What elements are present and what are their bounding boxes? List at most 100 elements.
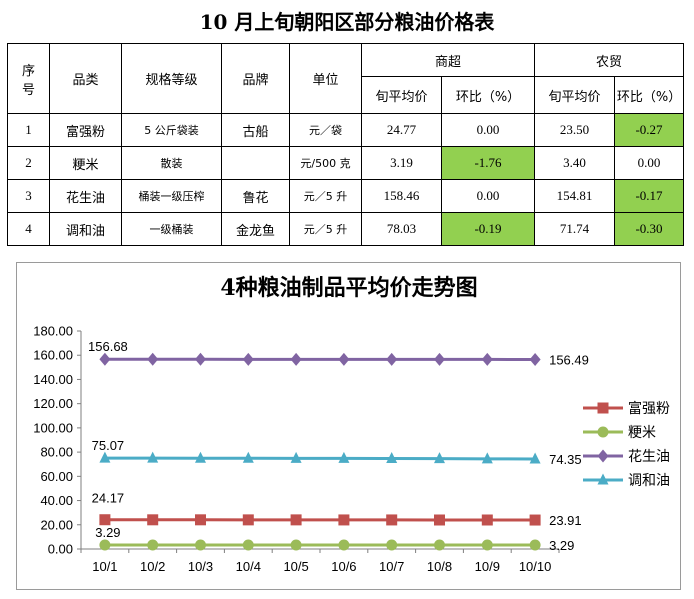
row-sm-change: -1.76 — [440, 146, 536, 180]
data-label: 156.49 — [549, 352, 589, 367]
data-label: 24.17 — [92, 491, 125, 506]
data-point — [529, 352, 541, 366]
row-index: 1 — [7, 113, 50, 147]
header-market: 农贸 — [534, 43, 685, 77]
data-point — [386, 514, 398, 526]
y-tick-label: 120.00 — [33, 396, 73, 411]
row-unit: 元/500 克 — [289, 146, 362, 180]
data-point — [386, 539, 398, 551]
row-unit: 元／5 升 — [289, 179, 362, 213]
x-tick-label: 10/10 — [519, 559, 552, 574]
data-point — [242, 539, 254, 551]
header-index: 序号 — [7, 43, 50, 114]
data-point — [434, 452, 445, 464]
data-point — [290, 451, 302, 463]
row-mk-price: 71.74 — [534, 212, 616, 246]
legend-marker — [597, 402, 609, 414]
x-tick-label: 10/8 — [427, 559, 452, 574]
header-sm-avg-price: 旬平均价 — [361, 76, 442, 114]
row-spec: 一级桶装 — [121, 212, 222, 246]
chart-title: 4种粮油制品平均价走势图 — [220, 275, 477, 301]
data-point — [386, 452, 398, 464]
data-label: 75.07 — [92, 438, 125, 453]
data-point — [99, 352, 111, 366]
data-point — [338, 451, 350, 463]
y-tick-label: 180.00 — [33, 324, 73, 339]
data-point — [99, 514, 111, 526]
row-product: 粳米 — [49, 146, 122, 180]
legend-marker — [597, 426, 609, 438]
data-point — [434, 352, 445, 366]
data-point — [99, 539, 111, 551]
chart-canvas: 4种粮油制品平均价走势图 0.00 20.00 40.00 60.00 80.00 100… — [33, 275, 670, 574]
x-tick-label: 10/4 — [236, 559, 261, 574]
legend-label: 调和油 — [628, 472, 670, 488]
data-point — [242, 514, 254, 526]
data-point — [434, 539, 445, 551]
x-tick-label: 10/6 — [331, 559, 356, 574]
row-spec: 散装 — [121, 146, 222, 180]
data-point — [147, 352, 159, 366]
legend-label: 粳米 — [628, 424, 656, 440]
row-index: 4 — [7, 212, 50, 246]
data-point — [195, 539, 206, 551]
row-unit: 元／袋 — [289, 113, 362, 147]
data-point — [99, 451, 111, 463]
data-label: 74.35 — [549, 452, 582, 467]
data-point — [147, 451, 159, 463]
x-tick-label: 10/1 — [92, 559, 117, 574]
data-label: 3.29 — [549, 538, 574, 553]
row-mk-change: -0.17 — [614, 179, 685, 213]
row-brand — [221, 146, 290, 180]
row-mk-change: 0.00 — [614, 146, 685, 180]
row-brand: 古船 — [221, 113, 290, 147]
y-tick-label: 20.00 — [40, 517, 73, 532]
row-product: 花生油 — [49, 179, 122, 213]
header-unit: 单位 — [289, 43, 362, 114]
header-supermarket: 商超 — [360, 43, 536, 77]
row-mk-change: -0.27 — [614, 113, 685, 147]
data-point — [290, 539, 302, 551]
data-point — [386, 352, 398, 366]
data-point — [338, 352, 350, 366]
data-point — [195, 352, 206, 366]
price-trend-chart: 4种粮油制品平均价走势图 0.00 20.00 40.00 60.00 80.00 100… — [16, 262, 681, 590]
y-tick-label: 40.00 — [40, 493, 73, 508]
row-mk-price: 23.50 — [534, 113, 616, 147]
data-point — [529, 514, 541, 526]
x-tick-label: 10/7 — [379, 559, 404, 574]
x-tick-label: 10/5 — [283, 559, 308, 574]
y-tick-label: 160.00 — [33, 348, 73, 363]
legend-label: 富强粉 — [628, 400, 670, 416]
data-point — [529, 452, 541, 464]
row-brand: 金龙鱼 — [221, 212, 290, 246]
row-sm-price: 78.03 — [361, 212, 442, 246]
table-row: 4 调和油 一级桶装 金龙鱼 元／5 升 78.03 -0.19 71.74 -… — [7, 212, 685, 246]
page-title: 10 月上旬朝阳区部分粮油价格表 — [199, 10, 495, 34]
data-point — [195, 514, 206, 526]
header-brand: 品牌 — [221, 43, 290, 114]
data-point — [481, 514, 493, 526]
data-point — [290, 352, 302, 366]
row-sm-price: 3.19 — [361, 146, 442, 180]
data-label: 23.91 — [549, 513, 582, 528]
data-point — [529, 539, 541, 551]
data-point — [338, 514, 350, 526]
data-label: 156.68 — [88, 339, 128, 354]
row-product: 调和油 — [49, 212, 122, 246]
header-spec: 规格等级 — [121, 43, 222, 114]
data-point — [147, 514, 159, 526]
legend-marker — [597, 473, 609, 485]
row-spec: 桶装一级压榨 — [121, 179, 222, 213]
y-tick-label: 100.00 — [33, 420, 73, 435]
row-mk-price: 3.40 — [534, 146, 616, 180]
data-label: 3.29 — [95, 525, 120, 540]
x-tick-label: 10/2 — [140, 559, 165, 574]
header-mk-change: 环比（%） — [614, 76, 685, 114]
row-index: 3 — [7, 179, 50, 213]
data-point — [338, 539, 350, 551]
price-table: 序号 品类 规格等级 品牌 单位 商超 农贸 旬平均价 环比（%） 旬平均价 环… — [7, 43, 685, 246]
data-point — [481, 539, 493, 551]
data-point — [147, 539, 159, 551]
legend-marker — [597, 449, 609, 463]
